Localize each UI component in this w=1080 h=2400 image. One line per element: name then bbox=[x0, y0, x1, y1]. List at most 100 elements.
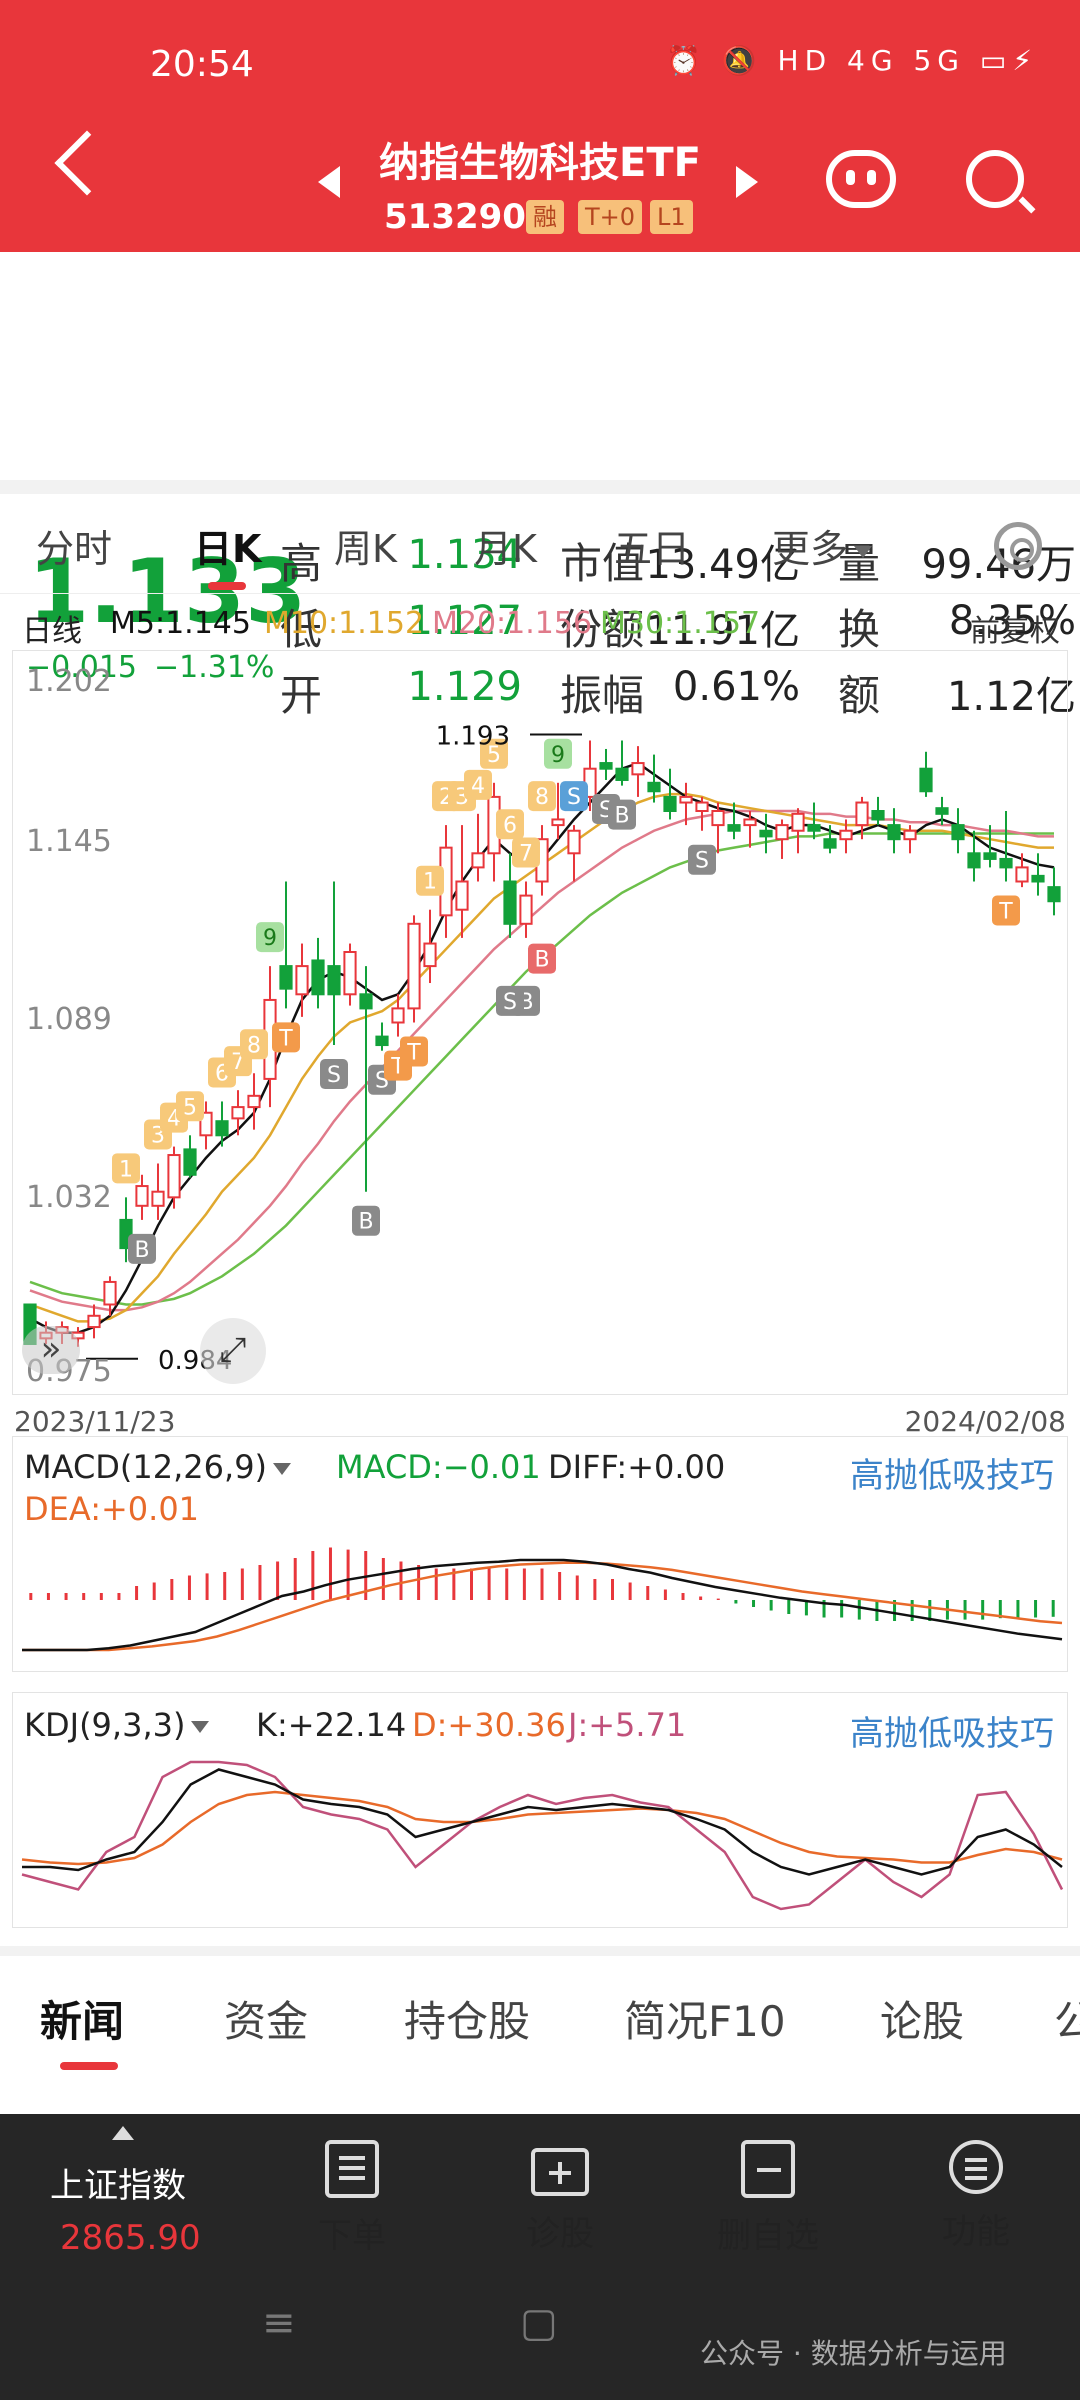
candle-body bbox=[551, 818, 565, 827]
signal-marker: 8 bbox=[240, 1029, 268, 1060]
divider bbox=[0, 480, 1080, 494]
tab-weekly-k[interactable]: 周K bbox=[334, 527, 397, 571]
macd-selector[interactable]: MACD(12,26,9) bbox=[24, 1448, 292, 1486]
candle bbox=[951, 808, 965, 854]
candle-body bbox=[887, 824, 901, 841]
candle bbox=[359, 966, 373, 1192]
candle-body bbox=[295, 965, 309, 996]
order-button[interactable]: 下单 bbox=[272, 2140, 432, 2257]
next-stock-icon[interactable] bbox=[736, 166, 758, 198]
candle bbox=[1031, 853, 1045, 896]
signal-badge bbox=[256, 922, 284, 953]
tab-five-day[interactable]: 五日 bbox=[614, 527, 691, 571]
diagnose-button[interactable]: 诊股 bbox=[480, 2140, 640, 2255]
tab-f10[interactable]: 简况F10 bbox=[624, 1997, 786, 2046]
candle bbox=[215, 1101, 229, 1147]
tab-more-label: 更多 bbox=[772, 527, 849, 571]
candle bbox=[423, 909, 437, 984]
kdj-selector[interactable]: KDJ(9,3,3) bbox=[24, 1706, 210, 1744]
kline-chart-frame[interactable] bbox=[12, 650, 1068, 1395]
candle-body bbox=[423, 942, 437, 968]
remove-watchlist-button[interactable]: 删自选 bbox=[688, 2140, 848, 2257]
turnover-label: 换 bbox=[838, 605, 881, 654]
signal-text: T bbox=[998, 900, 1013, 925]
fullscreen-icon[interactable]: ⤢ bbox=[200, 1318, 266, 1384]
active-tab-indicator bbox=[208, 582, 246, 590]
tab-monthly-k[interactable]: 月K bbox=[474, 527, 537, 571]
signal-marker: S bbox=[560, 781, 588, 812]
tab-intraday[interactable]: 分时 bbox=[36, 527, 113, 571]
amplitude-label: 振幅 bbox=[560, 671, 645, 720]
mktcap-label: 市值 bbox=[560, 539, 645, 588]
signal-badge bbox=[992, 895, 1020, 926]
signal-marker: T bbox=[992, 895, 1020, 926]
skill-link-kdj[interactable]: 高抛低吸技巧 bbox=[850, 1714, 1054, 1754]
nav-menu-icon[interactable]: ≡ bbox=[262, 2300, 296, 2346]
kdj-panel[interactable] bbox=[12, 1692, 1068, 1928]
signal-badge bbox=[240, 1029, 268, 1060]
y-tick-label: 1.145 bbox=[26, 824, 112, 859]
signal-marker: 6 bbox=[496, 809, 524, 840]
candle-body bbox=[599, 762, 613, 770]
tab-forum[interactable]: 论股 bbox=[880, 1997, 965, 2046]
tab-daily-k[interactable]: 日K bbox=[194, 527, 262, 571]
candle-body bbox=[503, 880, 517, 925]
candle-body bbox=[359, 993, 373, 1010]
candle bbox=[279, 881, 293, 1009]
candle-body bbox=[663, 795, 677, 812]
d-value: D:+30.36 bbox=[412, 1706, 566, 1744]
tab-more[interactable]: 更多 bbox=[772, 518, 873, 573]
price-change-pct: −1.31% bbox=[154, 650, 275, 685]
tab-news[interactable]: 新闻 bbox=[40, 1997, 125, 2046]
nav-home-icon[interactable]: ▢ bbox=[520, 2300, 558, 2346]
candle-body bbox=[839, 829, 853, 841]
candle-body bbox=[247, 1094, 261, 1109]
signal-marker: 7 bbox=[512, 837, 540, 868]
candle-body bbox=[727, 824, 741, 832]
dea-line bbox=[22, 1561, 1063, 1652]
candle-body bbox=[343, 951, 357, 996]
adjust-mode[interactable]: 前复权 bbox=[970, 614, 1060, 649]
prev-stock-icon[interactable] bbox=[318, 166, 340, 198]
d-line bbox=[21, 1790, 1063, 1866]
macd-panel[interactable] bbox=[12, 1436, 1068, 1672]
candle-body bbox=[903, 829, 917, 841]
tab-holdings[interactable]: 持仓股 bbox=[404, 1997, 531, 2046]
signal-marker: T bbox=[400, 1036, 428, 1067]
high-label: 高 bbox=[280, 539, 323, 588]
expand-up-icon[interactable] bbox=[112, 2126, 134, 2140]
search-icon[interactable] bbox=[966, 150, 1024, 208]
chevron-down-icon bbox=[854, 545, 873, 558]
function-button[interactable]: 功能 bbox=[896, 2140, 1056, 2253]
candle-body bbox=[951, 824, 965, 841]
signal-marker: B bbox=[528, 943, 556, 974]
ma30-value: M30:1.157 bbox=[600, 606, 761, 641]
candle-body bbox=[871, 810, 885, 821]
open-value: 1.129 bbox=[407, 664, 522, 710]
signal-badge bbox=[496, 809, 524, 840]
index-name[interactable]: 上证指数 bbox=[50, 2166, 186, 2206]
stock-code: 513290 bbox=[384, 197, 526, 237]
signal-marker: 8 bbox=[528, 781, 556, 812]
candle-body bbox=[103, 1280, 117, 1306]
last-price: 1.133 bbox=[28, 540, 307, 643]
candle-body bbox=[999, 857, 1013, 869]
candle bbox=[295, 943, 309, 1017]
candle bbox=[199, 1101, 213, 1150]
chart-settings-icon[interactable] bbox=[994, 522, 1042, 570]
ma-period-label: 日线 bbox=[22, 614, 82, 649]
signal-text: B bbox=[614, 804, 629, 829]
tab-funds[interactable]: 资金 bbox=[224, 1997, 309, 2046]
candle bbox=[119, 1197, 133, 1263]
robot-assistant-icon[interactable] bbox=[826, 150, 896, 208]
y-tick-label: 1.032 bbox=[26, 1180, 112, 1215]
candle bbox=[327, 881, 341, 1046]
open-label: 开 bbox=[280, 671, 323, 720]
expand-left-icon[interactable]: » bbox=[22, 1326, 80, 1374]
watermark: 公众号 · 数据分析与运用 bbox=[700, 2337, 1007, 2370]
tab-announcement[interactable]: 公 bbox=[1054, 1997, 1080, 2046]
skill-link-macd[interactable]: 高抛低吸技巧 bbox=[850, 1456, 1054, 1496]
tag-l1: L1 bbox=[650, 200, 693, 234]
candle bbox=[631, 746, 645, 797]
